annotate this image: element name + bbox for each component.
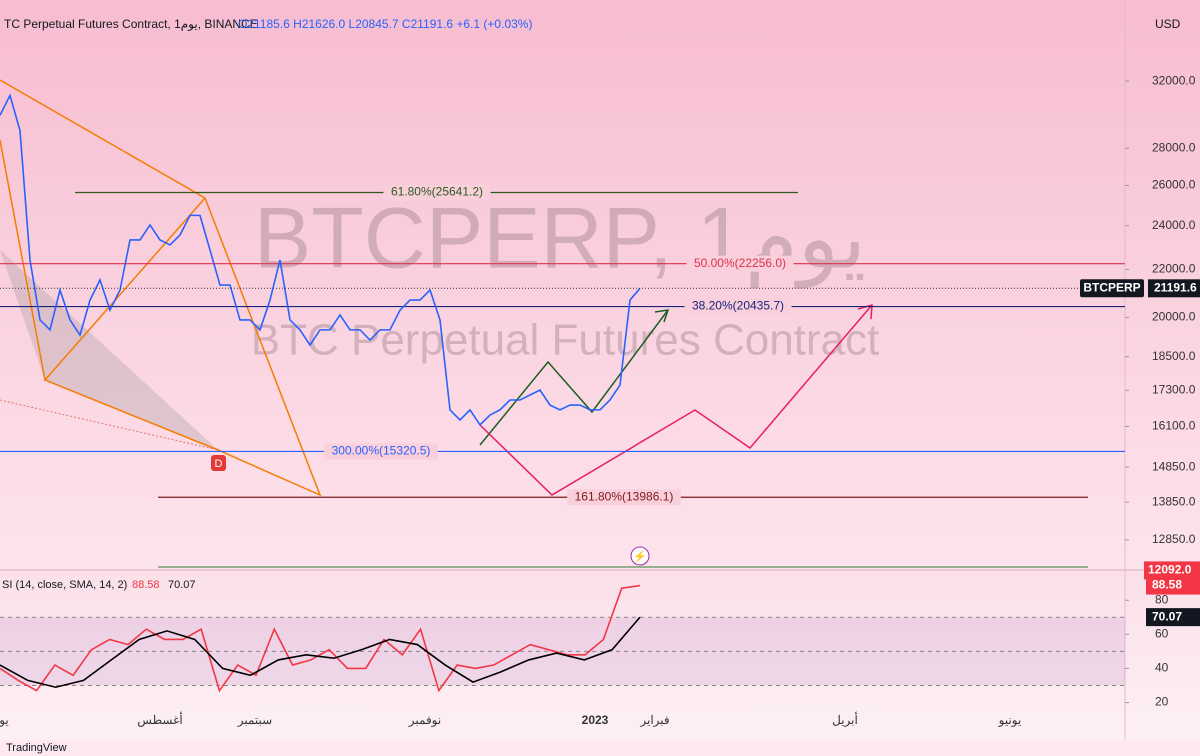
pattern-leg xyxy=(0,139,46,381)
rsi-tag-bg xyxy=(1146,576,1200,595)
fib-label-bg xyxy=(383,184,491,201)
x-axis-label: 2023 xyxy=(582,713,609,727)
y-tick-label: 17300.0 xyxy=(1152,382,1196,396)
projection-path xyxy=(479,304,873,496)
event-icon-glyph: ⚡ xyxy=(633,550,647,563)
y-tick-label: 13850.0 xyxy=(1152,494,1196,508)
x-axis-label: يونيو xyxy=(998,713,1022,727)
symbol-info: TC Perpetual Futures Contract, 1يوم, BIN… xyxy=(4,17,258,31)
watermark-description: BTC Perpetual Futures Contract xyxy=(251,316,879,365)
rsi-tick-label: 80 xyxy=(1155,592,1169,606)
rsi-tick-label: 60 xyxy=(1155,626,1169,640)
x-axis-label: فبراير xyxy=(639,713,669,727)
fib-label-bg xyxy=(686,255,794,272)
rsi-tick-label: 40 xyxy=(1155,661,1169,675)
brand: TradingView xyxy=(6,742,67,754)
fib-label: 61.80%(25641.2) xyxy=(391,185,483,199)
currency: USD xyxy=(1155,17,1181,31)
low-tag: 12092.0 xyxy=(1148,563,1192,577)
y-tick-label: 28000.0 xyxy=(1152,140,1196,154)
x-axis-label: نوفمبر xyxy=(408,713,441,727)
fib-label: 300.00%(15320.5) xyxy=(332,444,431,458)
rsi-tick-label: 20 xyxy=(1155,695,1169,709)
y-tick-label: 14850.0 xyxy=(1152,459,1196,473)
rsi-tag: 70.07 xyxy=(1152,609,1182,623)
last-price-tag-bg xyxy=(1148,279,1200,298)
y-tick-label: 32000.0 xyxy=(1152,73,1196,87)
rsi-title: SI (14, close, SMA, 14, 2) xyxy=(2,579,127,591)
point-label: D xyxy=(215,458,223,470)
symbol-tag: BTCPERP xyxy=(1083,280,1140,294)
y-tick-label: 12850.0 xyxy=(1152,532,1196,546)
y-tick-label: 18500.0 xyxy=(1152,349,1196,363)
event-icon[interactable] xyxy=(630,546,650,566)
green-arrowhead xyxy=(654,309,670,323)
low-tag-bg xyxy=(1144,561,1200,580)
price-line xyxy=(0,93,641,427)
x-axis-label: سبتمبر xyxy=(237,713,272,727)
ohlc-info: O21185.6 H21626.0 L20845.7 C21191.6 +6.1… xyxy=(238,17,532,31)
fib-label-bg xyxy=(567,489,681,506)
harmonic-pattern xyxy=(0,79,322,497)
footer xyxy=(0,740,1200,756)
fib-label: 161.80%(13986.1) xyxy=(575,489,674,503)
price-pane xyxy=(0,0,1200,570)
rsi-line xyxy=(0,584,641,693)
fib-label: 50.00%(22256.0) xyxy=(694,256,786,270)
x-axis-label: أبريل xyxy=(832,712,858,727)
pattern-lines xyxy=(0,79,322,497)
fib-label: 38.20%(20435.7) xyxy=(692,299,784,313)
rsi-header-value: 88.58 xyxy=(132,579,160,591)
rsi-tag-bg xyxy=(1146,608,1200,627)
point-badge xyxy=(211,455,226,471)
symbol-tag-bg xyxy=(1080,279,1144,298)
projection-arrowhead xyxy=(857,303,873,320)
x-axis-label: أغسطس xyxy=(137,712,182,727)
pattern-dotted xyxy=(0,399,219,451)
fib-label-bg xyxy=(324,443,438,460)
y-tick-label: 20000.0 xyxy=(1152,310,1196,324)
y-tick-label: 22000.0 xyxy=(1152,262,1196,276)
green-path xyxy=(479,309,669,446)
y-tick-label: 24000.0 xyxy=(1152,218,1196,232)
pattern-fill xyxy=(0,250,218,450)
y-tick-label: 26000.0 xyxy=(1152,178,1196,192)
last-price-tag: 21191.6 xyxy=(1154,280,1197,294)
rsi-header-value: 70.07 xyxy=(168,579,196,591)
y-tick-label: 16100.0 xyxy=(1152,419,1196,433)
rsi-sma-line xyxy=(0,616,641,689)
x-axis-label: يو xyxy=(0,713,9,727)
rsi-tag: 88.58 xyxy=(1152,578,1182,592)
fib-label-bg xyxy=(684,298,792,315)
watermark-symbol: BTCPERP, 1يوم xyxy=(254,191,866,289)
